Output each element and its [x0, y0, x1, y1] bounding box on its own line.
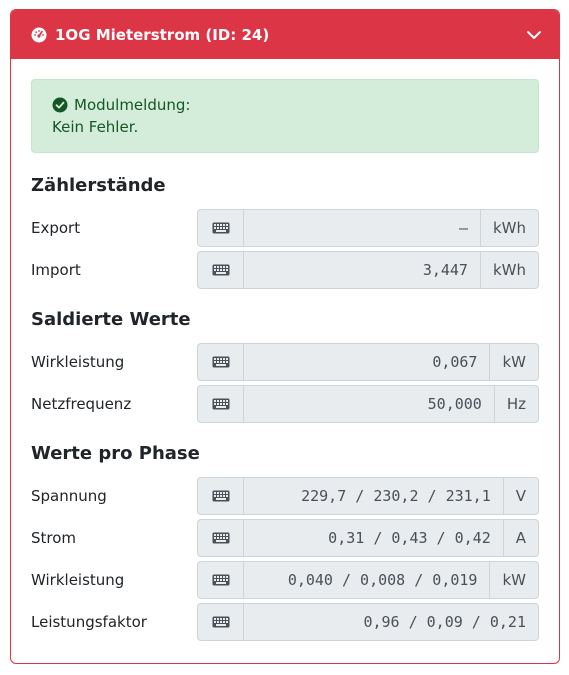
alert-title: Modulmeldung:: [74, 96, 191, 114]
row-phase-active-power: Wirkleistung 0,040 / 0,008 / 0,019 kW: [31, 561, 539, 599]
module-status-alert: Modulmeldung: Kein Fehler.: [31, 79, 539, 153]
header-left: 1OG Mieterstrom (ID: 24): [31, 26, 269, 44]
unit-label: kW: [490, 343, 539, 381]
unit-label: Hz: [494, 385, 539, 423]
value-display: 3,447: [243, 251, 481, 289]
section-title-meter: Zählerstände: [31, 175, 166, 196]
value-display: 0,31 / 0,43 / 0,42: [243, 519, 504, 557]
value-input-group: 0,067 kW: [197, 343, 539, 381]
row-label: Wirkleistung: [31, 353, 125, 371]
keyboard-icon: [197, 343, 244, 381]
card-header[interactable]: 1OG Mieterstrom (ID: 24): [11, 10, 559, 59]
value-display: 0,067: [243, 343, 491, 381]
value-input-group: 0,96 / 0,09 / 0,21: [197, 603, 539, 641]
value-input-group: 3,447 kWh: [197, 251, 539, 289]
row-label: Strom: [31, 529, 77, 547]
value-input-group: 50,000 Hz: [197, 385, 539, 423]
unit-label: kWh: [480, 209, 539, 247]
alert-message: Kein Fehler.: [52, 118, 139, 136]
row-label: Import: [31, 261, 81, 279]
value-input-group: – kWh: [197, 209, 539, 247]
row-power-factor: Leistungsfaktor 0,96 / 0,09 / 0,21: [31, 603, 539, 641]
value-display: –: [243, 209, 481, 247]
keyboard-icon: [197, 561, 244, 599]
keyboard-icon: [197, 519, 244, 557]
value-display: 0,040 / 0,008 / 0,019: [243, 561, 491, 599]
value-display: 50,000: [243, 385, 495, 423]
row-voltage: Spannung 229,7 / 230,2 / 231,1 V: [31, 477, 539, 515]
row-label: Wirkleistung: [31, 571, 125, 589]
keyboard-icon: [197, 209, 244, 247]
row-current: Strom 0,31 / 0,43 / 0,42 A: [31, 519, 539, 557]
keyboard-icon: [197, 603, 244, 641]
value-display: 0,96 / 0,09 / 0,21: [243, 603, 539, 641]
chevron-down-icon[interactable]: [525, 26, 543, 44]
row-import: Import 3,447 kWh: [31, 251, 539, 289]
row-export: Export – kWh: [31, 209, 539, 247]
section-title-balanced: Saldierte Werte: [31, 309, 191, 330]
unit-label: kW: [490, 561, 539, 599]
unit-label: A: [503, 519, 539, 557]
value-input-group: 229,7 / 230,2 / 231,1 V: [197, 477, 539, 515]
row-label: Netzfrequenz: [31, 395, 132, 413]
keyboard-icon: [197, 251, 244, 289]
module-card: 1OG Mieterstrom (ID: 24) Modulmeldung: K…: [10, 9, 560, 664]
row-active-power: Wirkleistung 0,067 kW: [31, 343, 539, 381]
keyboard-icon: [197, 477, 244, 515]
unit-label: V: [503, 477, 539, 515]
tachometer-icon: [31, 27, 47, 43]
value-input-group: 0,040 / 0,008 / 0,019 kW: [197, 561, 539, 599]
row-label: Export: [31, 219, 81, 237]
alert-title-row: Modulmeldung:: [52, 94, 518, 116]
value-display: 229,7 / 230,2 / 231,1: [243, 477, 504, 515]
unit-label: kWh: [480, 251, 539, 289]
card-body: Modulmeldung: Kein Fehler. Zählerstände …: [11, 59, 559, 641]
row-label: Spannung: [31, 487, 107, 505]
row-label: Leistungsfaktor: [31, 613, 147, 631]
keyboard-icon: [197, 385, 244, 423]
value-input-group: 0,31 / 0,43 / 0,42 A: [197, 519, 539, 557]
check-circle-icon: [52, 97, 68, 113]
row-frequency: Netzfrequenz 50,000 Hz: [31, 385, 539, 423]
card-title: 1OG Mieterstrom (ID: 24): [55, 25, 270, 44]
section-title-phase: Werte pro Phase: [31, 443, 200, 464]
